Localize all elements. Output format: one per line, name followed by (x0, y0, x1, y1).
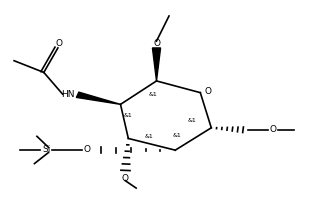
Text: O: O (56, 39, 63, 48)
Text: Si: Si (42, 145, 50, 154)
Text: HN: HN (61, 90, 75, 99)
Text: O: O (269, 125, 276, 134)
Text: &1: &1 (149, 92, 158, 97)
Text: O: O (122, 174, 129, 183)
Text: &1: &1 (188, 118, 197, 124)
Text: O: O (205, 87, 212, 96)
Text: &1: &1 (144, 134, 153, 139)
Text: O: O (84, 145, 90, 154)
Polygon shape (152, 48, 161, 81)
Polygon shape (76, 92, 121, 104)
Text: O: O (153, 39, 160, 48)
Text: &1: &1 (172, 133, 181, 138)
Text: &1: &1 (124, 113, 133, 118)
